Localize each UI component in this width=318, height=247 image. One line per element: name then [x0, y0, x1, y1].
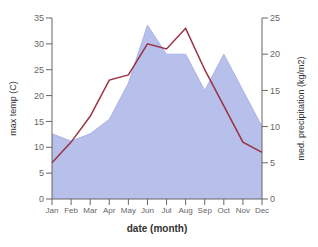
- svg-text:Feb: Feb: [64, 206, 78, 215]
- svg-text:Jun: Jun: [141, 206, 154, 215]
- svg-text:5: 5: [270, 158, 275, 168]
- svg-text:Jul: Jul: [161, 206, 171, 215]
- svg-text:0: 0: [270, 194, 275, 204]
- svg-text:med. precipitation (kg/m2): med. precipitation (kg/m2): [296, 56, 306, 160]
- svg-text:35: 35: [34, 13, 44, 23]
- svg-text:0: 0: [39, 194, 44, 204]
- svg-text:Mar: Mar: [83, 206, 97, 215]
- svg-text:20: 20: [34, 91, 44, 101]
- svg-text:25: 25: [270, 13, 280, 23]
- svg-text:May: May: [121, 206, 136, 215]
- svg-text:Aug: Aug: [179, 206, 193, 215]
- svg-text:Oct: Oct: [218, 206, 231, 215]
- svg-text:Nov: Nov: [236, 206, 250, 215]
- svg-text:5: 5: [39, 168, 44, 178]
- svg-text:10: 10: [34, 142, 44, 152]
- svg-text:Jan: Jan: [46, 206, 59, 215]
- svg-text:10: 10: [270, 122, 280, 132]
- svg-text:25: 25: [34, 65, 44, 75]
- svg-text:Sep: Sep: [198, 206, 213, 215]
- svg-text:Dec: Dec: [255, 206, 269, 215]
- svg-text:15: 15: [270, 86, 280, 96]
- svg-text:20: 20: [270, 49, 280, 59]
- svg-text:max temp (C): max temp (C): [8, 81, 18, 136]
- svg-text:15: 15: [34, 117, 44, 127]
- svg-text:30: 30: [34, 39, 44, 49]
- svg-text:Apr: Apr: [103, 206, 116, 215]
- svg-text:date (month): date (month): [127, 223, 188, 234]
